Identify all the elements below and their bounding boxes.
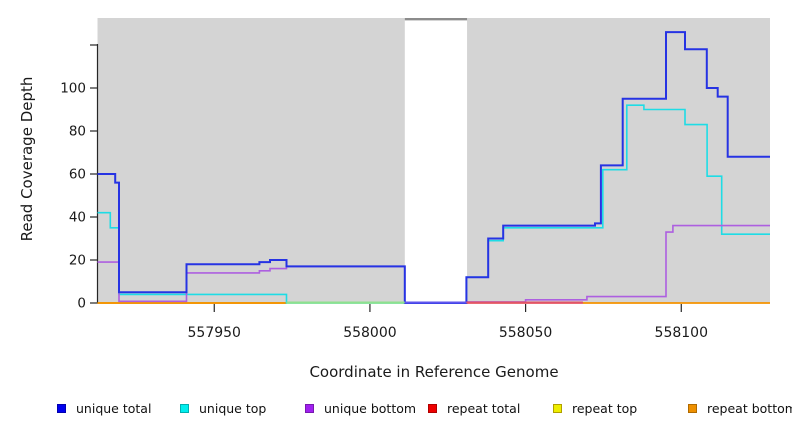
series-line-unique-top bbox=[97, 104, 770, 304]
legend-label: unique bottom bbox=[324, 400, 417, 416]
legend-label: repeat top bbox=[572, 400, 638, 416]
legend-label: unique total bbox=[76, 400, 152, 416]
y-tick-label: 0 bbox=[77, 296, 86, 312]
series-line-unique-total bbox=[97, 31, 770, 304]
legend-item-unique-top: unique top bbox=[180, 400, 266, 416]
repeat-total-swatch-icon bbox=[428, 403, 437, 413]
x-tick-label: 557950 bbox=[188, 325, 241, 341]
legend-item-unique-total: unique total bbox=[57, 400, 151, 416]
unique-bottom-swatch-icon bbox=[305, 403, 314, 413]
legend-item-repeat-total: repeat total bbox=[428, 400, 520, 416]
legend-item-repeat-bottom: repeat bottom bbox=[688, 400, 792, 416]
y-tick-label: 40 bbox=[69, 210, 86, 226]
y-axis-title: Read Coverage Depth bbox=[18, 76, 36, 242]
plot-panel-left bbox=[97, 18, 405, 303]
unique-total-swatch-icon bbox=[57, 403, 66, 413]
x-tick-label: 558100 bbox=[655, 325, 708, 341]
repeat-bottom-swatch-icon bbox=[688, 403, 697, 413]
x-tick-label: 558000 bbox=[343, 325, 396, 341]
y-tick-label: 60 bbox=[69, 167, 86, 183]
legend-item-unique-bottom: unique bottom bbox=[305, 400, 416, 416]
x-tick-label: 558050 bbox=[499, 325, 552, 341]
plot-panel-right bbox=[467, 18, 770, 303]
legend-item-repeat-top: repeat top bbox=[553, 400, 637, 416]
y-tick-label: 80 bbox=[69, 124, 86, 140]
x-axis-title: Coordinate in Reference Genome bbox=[309, 363, 559, 381]
y-tick-label: 100 bbox=[60, 81, 86, 97]
legend-label: unique top bbox=[199, 400, 267, 416]
legend-label: repeat bottom bbox=[707, 400, 792, 416]
y-tick-label: 20 bbox=[69, 253, 86, 269]
unique-top-swatch-icon bbox=[180, 403, 189, 413]
repeat-top-swatch-icon bbox=[553, 403, 562, 413]
legend-label: repeat total bbox=[447, 400, 521, 416]
